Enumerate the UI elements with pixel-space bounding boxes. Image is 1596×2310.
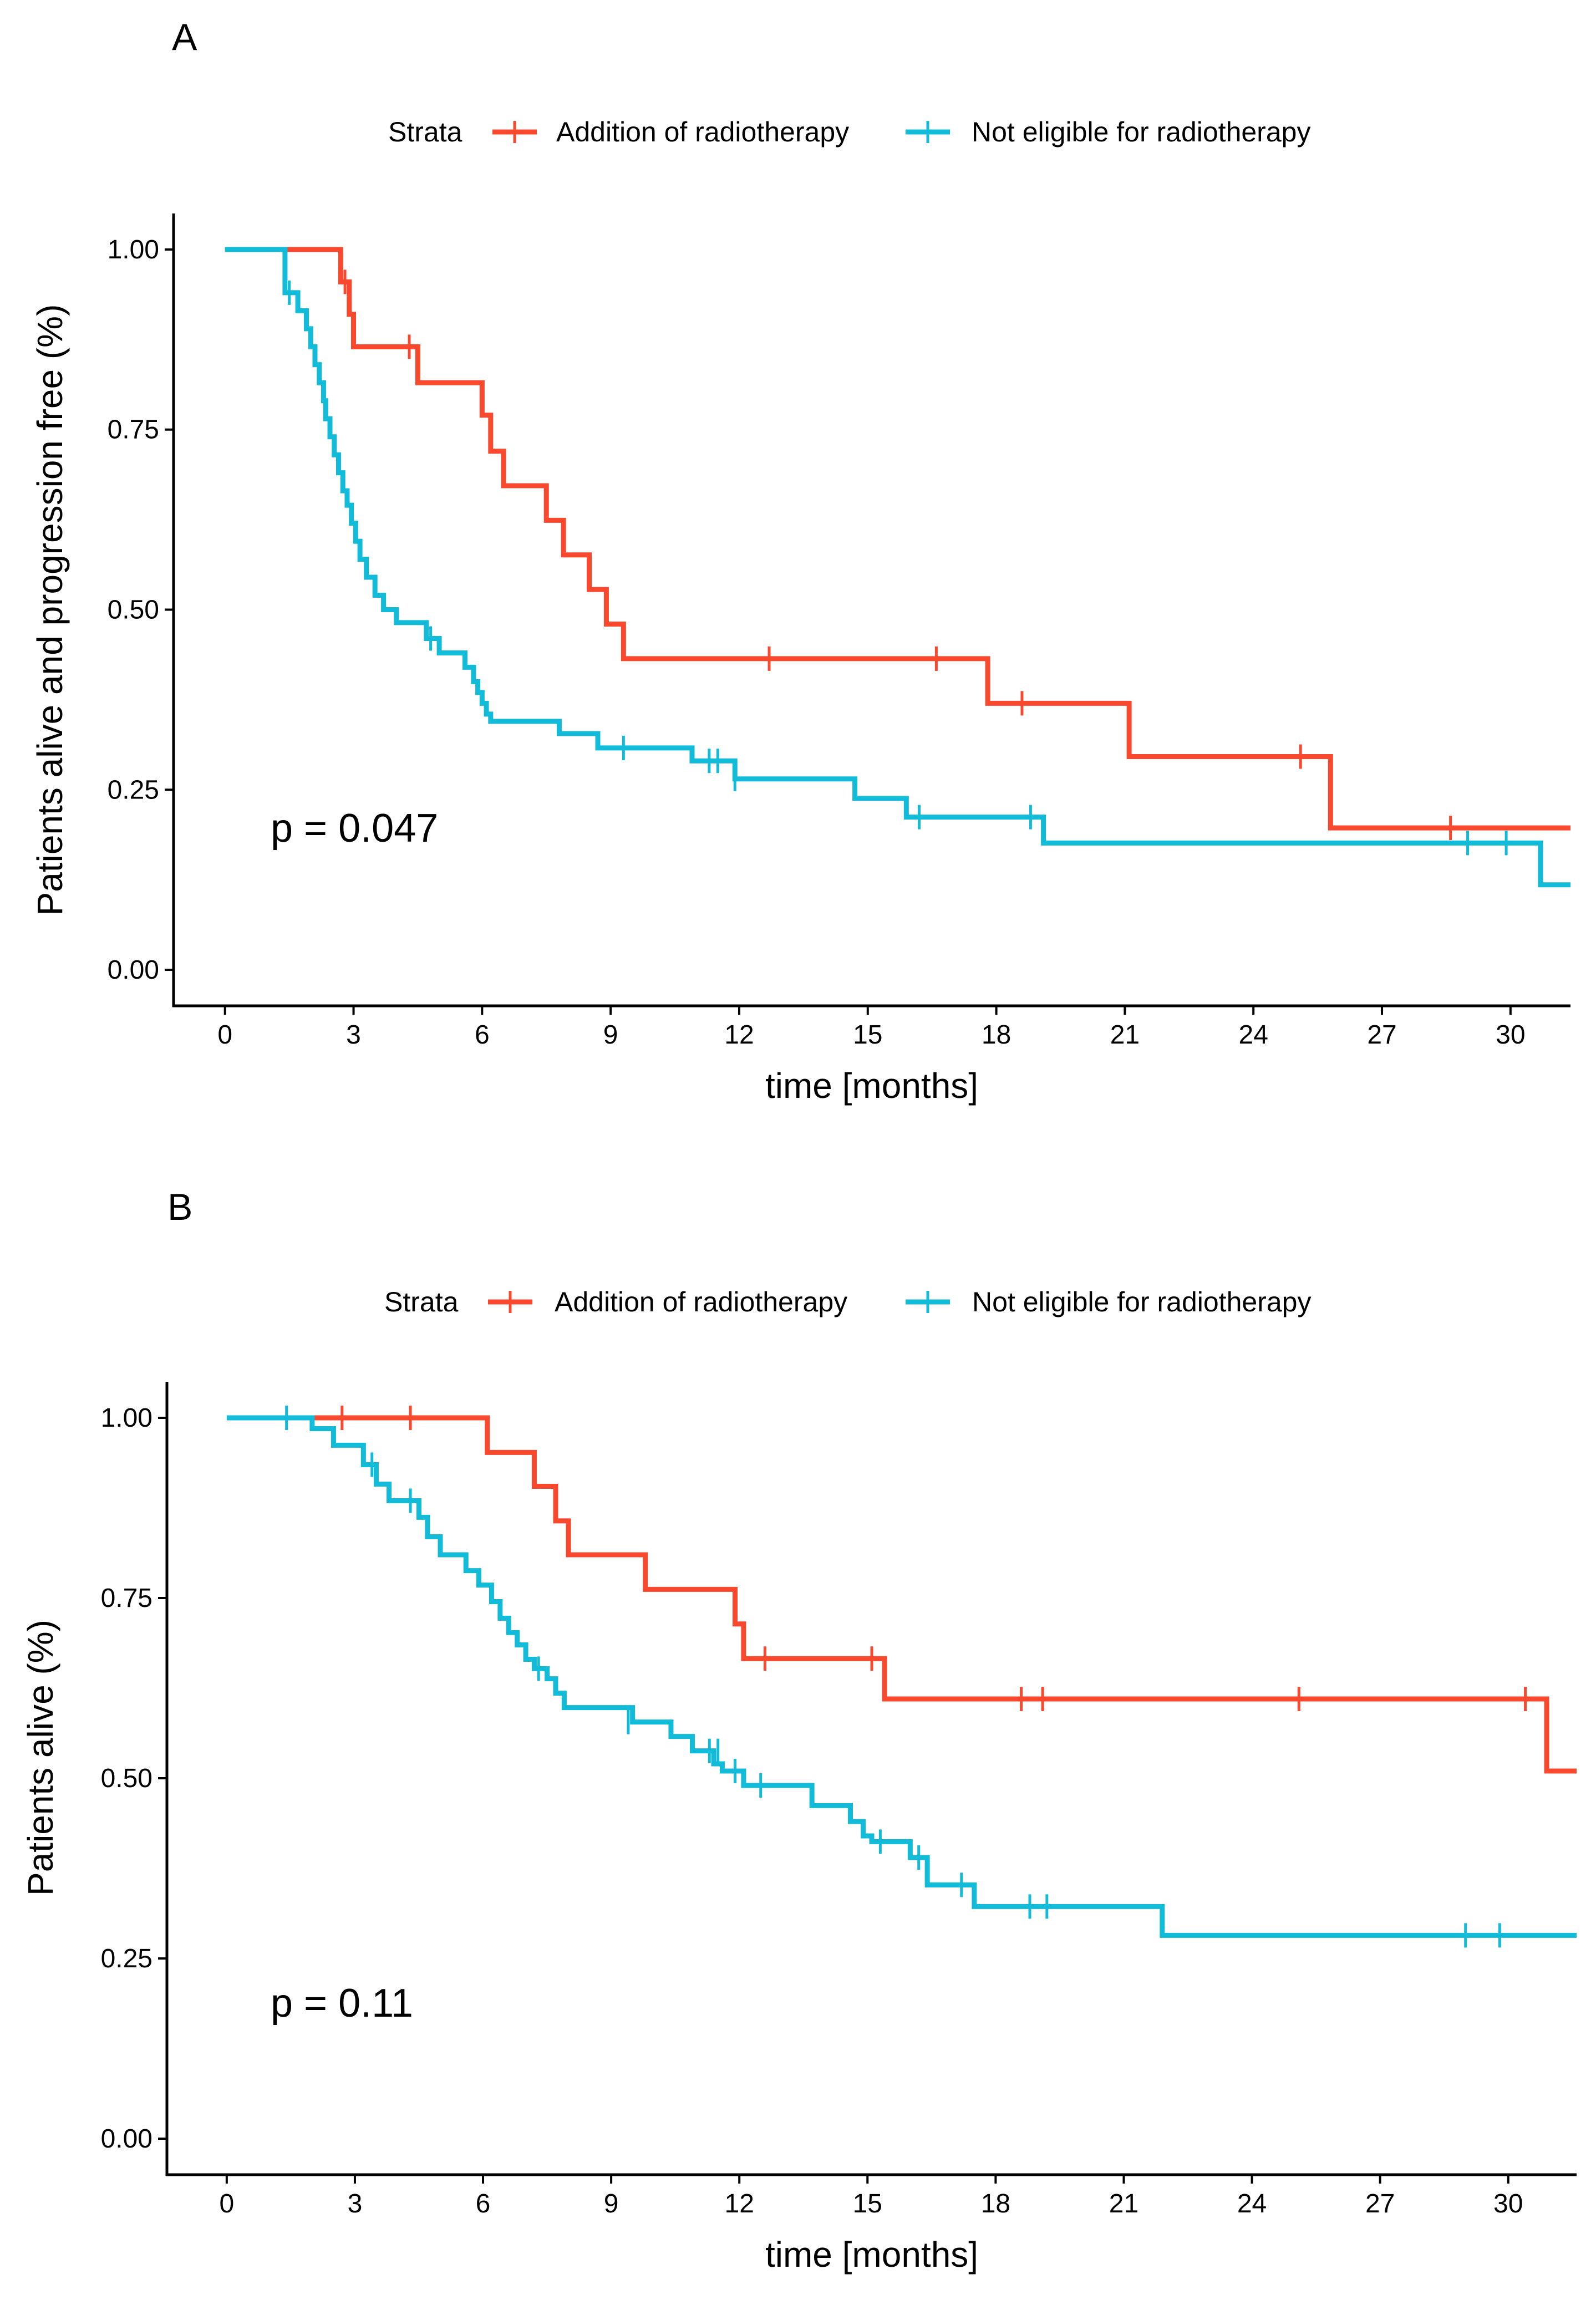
legend-label-not-eligible-radiotherapy-b: Not eligible for radiotherapy: [972, 1286, 1311, 1317]
x-tick-label-b-4: 12: [725, 2189, 754, 2219]
chart-panel-a: A Strata Addition of radiotherapy Not el…: [30, 16, 1570, 1106]
legend-key-not-eligible-radiotherapy-b: [906, 1291, 950, 1313]
p-value-annotation-a: p = 0.047: [271, 806, 438, 851]
y-tick-label-a-2: 0.50: [108, 596, 159, 625]
y-ticks-a: 0.00 0.25 0.50 0.75 1.00: [108, 235, 174, 985]
y-tick-label-a-0: 0.00: [108, 955, 159, 985]
y-tick-label-a-4: 1.00: [108, 235, 159, 264]
y-tick-label-b-2: 0.50: [101, 1764, 153, 1793]
x-tick-label-a-7: 21: [1110, 1020, 1140, 1050]
y-tick-label-b-4: 1.00: [101, 1403, 153, 1433]
x-tick-label-a-0: 0: [217, 1020, 232, 1050]
x-tick-label-b-3: 9: [604, 2189, 619, 2219]
p-value-annotation-b: p = 0.11: [271, 1981, 413, 2026]
x-axis-title-a: time [months]: [765, 1066, 978, 1106]
y-tick-label-b-0: 0.00: [101, 2124, 153, 2154]
x-axis-title-b: time [months]: [765, 2235, 978, 2275]
x-tick-label-a-9: 27: [1367, 1020, 1396, 1050]
legend-a: Strata Addition of radiotherapy Not elig…: [388, 116, 1310, 147]
km-curve-not-eligible-for-radiotherapy-b: [226, 1415, 1577, 1938]
x-tick-label-a-10: 30: [1496, 1020, 1525, 1050]
x-ticks-a: 0 3 6 9 12 15 18 21 24 27 30: [217, 1006, 1526, 1050]
y-tick-label-a-1: 0.25: [108, 775, 159, 805]
km-curve-not-eligible-for-radiotherapy-a: [225, 247, 1570, 888]
x-tick-label-a-3: 9: [603, 1020, 618, 1050]
x-tick-label-a-4: 12: [724, 1020, 754, 1050]
x-tick-label-a-1: 3: [346, 1020, 361, 1050]
km-curve-addition-of-radiotherapy-a: [225, 247, 1570, 831]
y-axis-title-a: Patients alive and progression free (%): [30, 304, 70, 916]
series-layer-b: [226, 1406, 1577, 1948]
y-tick-label-b-3: 0.75: [101, 1584, 153, 1613]
y-axis-title-b: Patients alive (%): [21, 1620, 60, 1896]
x-tick-label-b-8: 24: [1237, 2189, 1267, 2219]
panel-letter-a: A: [172, 16, 197, 58]
x-tick-label-b-10: 30: [1493, 2189, 1523, 2219]
legend-label-addition-radiotherapy-b: Addition of radiotherapy: [555, 1286, 847, 1317]
y-tick-label-a-3: 0.75: [108, 415, 159, 445]
x-tick-label-a-5: 15: [853, 1020, 882, 1050]
x-tick-label-b-1: 3: [348, 2189, 363, 2219]
x-tick-label-b-6: 18: [981, 2189, 1010, 2219]
x-tick-label-b-2: 6: [476, 2189, 491, 2219]
km-curve-addition-of-radiotherapy-b: [303, 1415, 1577, 1774]
x-tick-label-b-7: 21: [1109, 2189, 1138, 2219]
legend-key-addition-radiotherapy-a: [492, 121, 537, 143]
legend-key-not-eligible-radiotherapy-a: [906, 121, 950, 143]
legend-label-addition-radiotherapy-a: Addition of radiotherapy: [556, 116, 849, 147]
legend-b: Strata Addition of radiotherapy Not elig…: [384, 1286, 1311, 1317]
x-ticks-b: 0 3 6 9 12 15 18 21 24 27 30: [219, 2175, 1523, 2219]
x-tick-label-a-2: 6: [475, 1020, 490, 1050]
chart-panel-b: B Strata Addition of radiotherapy Not el…: [21, 1186, 1577, 2275]
legend-title-a: Strata: [388, 116, 462, 147]
x-tick-label-b-0: 0: [219, 2189, 234, 2219]
legend-title-b: Strata: [384, 1286, 459, 1317]
y-tick-label-b-1: 0.25: [101, 1944, 153, 1973]
x-tick-label-a-8: 24: [1239, 1020, 1268, 1050]
legend-key-addition-radiotherapy-b: [488, 1291, 532, 1313]
panel-letter-b: B: [167, 1186, 192, 1228]
legend-label-not-eligible-radiotherapy-a: Not eligible for radiotherapy: [972, 116, 1310, 147]
x-tick-label-b-5: 15: [853, 2189, 882, 2219]
x-tick-label-a-6: 18: [982, 1020, 1011, 1050]
y-ticks-b: 0.00 0.25 0.50 0.75 1.00: [101, 1403, 167, 2154]
series-layer-a: [225, 247, 1570, 888]
x-tick-label-b-9: 27: [1365, 2189, 1395, 2219]
